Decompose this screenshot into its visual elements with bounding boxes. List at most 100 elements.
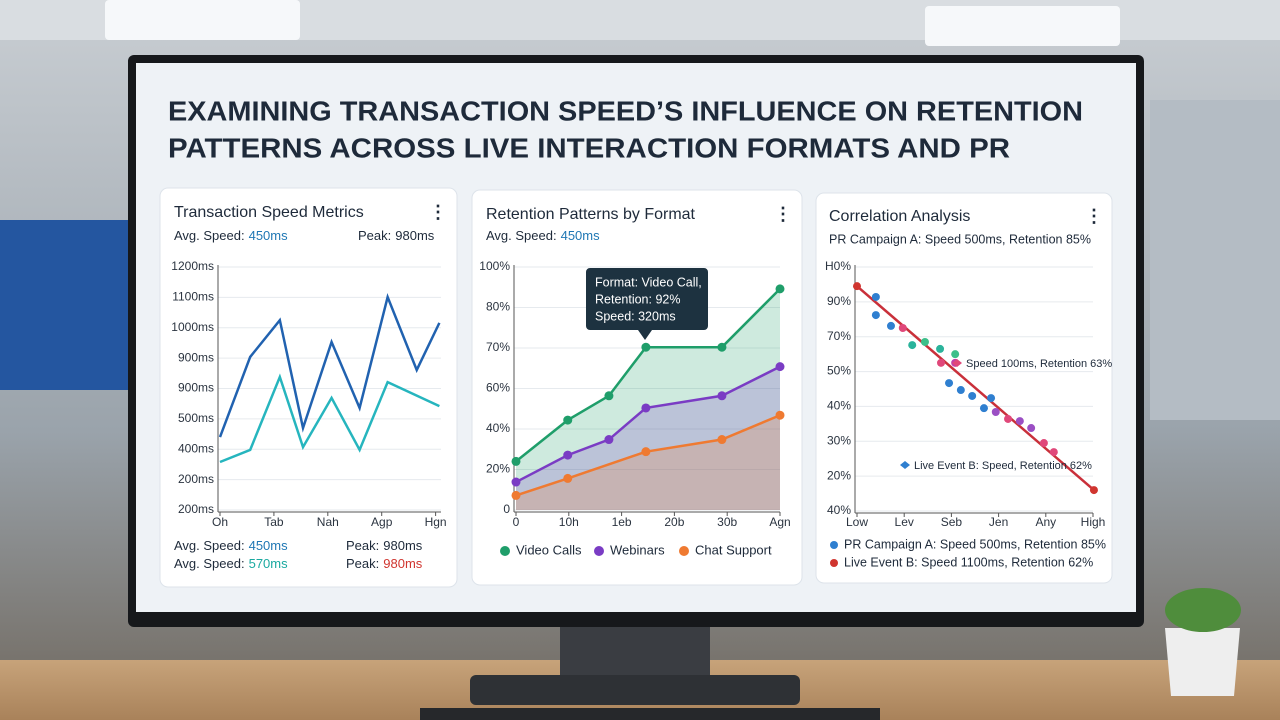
ceiling-light [105, 0, 300, 40]
legend-label: Chat Support [695, 542, 772, 557]
more-menu[interactable]: ⋮ [429, 202, 447, 222]
stat-value: 980ms [383, 556, 423, 571]
legend-dot [594, 546, 604, 556]
stat-label: Avg. Speed: [174, 538, 245, 553]
area-fill [516, 288, 780, 510]
data-point [775, 284, 785, 294]
data-point [1004, 414, 1013, 423]
data-point [945, 379, 954, 388]
stat-value: 980ms [383, 538, 423, 553]
annotation: Live Event B: Speed, Retention 62% [914, 460, 1092, 472]
series-line [219, 373, 440, 464]
more-menu[interactable]: ⋮ [774, 204, 792, 224]
stat-value: 980ms [395, 228, 435, 243]
legend-label: Video Calls [516, 542, 582, 557]
data-point [898, 324, 907, 332]
data-point [908, 341, 917, 350]
data-point [853, 282, 861, 291]
area-fill [516, 415, 780, 510]
stat-label: Avg. Speed: [486, 228, 557, 243]
x-tick-label: 0 [513, 515, 520, 529]
keyboard [420, 708, 880, 720]
x-tick-label: Nah [317, 515, 339, 529]
x-tick-label: 1eb [612, 515, 632, 529]
x-tick-label: Any [1035, 515, 1056, 529]
y-label: 40% [827, 503, 851, 517]
data-point [511, 456, 521, 466]
trend-line [856, 285, 1095, 492]
monitor-stand [560, 625, 710, 680]
data-point [641, 403, 651, 413]
legend-label: Webinars [610, 542, 665, 557]
data-point [717, 435, 727, 445]
x-tick-label: Agn [769, 515, 790, 529]
legend-dot [830, 541, 838, 549]
stat-label: Avg. Speed: [174, 556, 245, 571]
y-label: 20% [827, 468, 851, 482]
stat-value: 450ms [561, 228, 601, 243]
stat-value: 450ms [249, 228, 289, 243]
y-label: 100% [479, 259, 510, 273]
y-label: 500ms [178, 411, 214, 425]
card [159, 187, 458, 588]
x-tick-label: 20b [664, 515, 684, 529]
series-line [515, 287, 781, 463]
x-tick-label: Jen [989, 515, 1008, 529]
data-point [871, 311, 880, 320]
stat-value: 570ms [249, 556, 289, 571]
y-label: 900ms [178, 381, 214, 395]
data-point [775, 362, 785, 372]
x-tick-label: Seb [941, 515, 963, 529]
tooltip-text: Speed: 320ms [595, 309, 676, 323]
tooltip-text: Format: Video Call, [595, 275, 702, 289]
annotation-marker [900, 461, 910, 469]
y-label: 40% [827, 399, 851, 413]
x-tick-label: 10h [559, 515, 579, 529]
data-point [920, 337, 929, 346]
ceiling-light [925, 6, 1120, 46]
data-point [563, 415, 573, 425]
data-point [717, 391, 727, 401]
data-point [1049, 448, 1058, 457]
data-point [937, 358, 946, 367]
x-tick-label: High [1081, 515, 1106, 529]
x-tick-label: Hgn [425, 515, 447, 529]
chart-title: Transaction Speed Metrics [174, 204, 364, 221]
stat: Avg. Speed: 450ms [174, 228, 288, 243]
tooltip-text: Retention: 92% [595, 292, 680, 306]
plant-pot [1165, 628, 1240, 696]
data-point [604, 435, 614, 445]
annotation-marker [952, 359, 962, 367]
x-tick-label: Agp [371, 515, 393, 529]
data-point [641, 447, 651, 457]
stat: Avg. Speed: 570ms [174, 556, 288, 571]
annotation: Speed 100ms, Retention 63% [966, 358, 1112, 370]
x-tick-label: Lev [895, 515, 914, 529]
data-point [717, 342, 727, 352]
y-label: 1200ms [171, 259, 214, 273]
data-point [951, 350, 960, 359]
chart-title: Correlation Analysis [829, 208, 970, 225]
y-label: 70% [486, 340, 510, 354]
y-label: 90% [827, 294, 851, 308]
stat-value: 450ms [249, 538, 289, 553]
data-point [979, 404, 988, 413]
data-point [563, 450, 573, 460]
legend-dot [500, 546, 510, 556]
stat-label: Avg. Speed: [174, 228, 245, 243]
data-point [956, 386, 965, 395]
legend-label: Live Event B: Speed 1100ms, Retention 62… [844, 555, 1093, 569]
x-tick-label: Tab [264, 515, 284, 529]
y-label: H0% [825, 259, 851, 273]
stat: Peak: 980ms [346, 538, 423, 553]
data-point [991, 408, 1000, 417]
more-menu[interactable]: ⋮ [1085, 206, 1103, 226]
legend-dot [830, 559, 838, 567]
x-tick-label: Oh [212, 515, 228, 529]
chart-title: Retention Patterns by Format [486, 206, 696, 223]
wall-screen [0, 220, 128, 390]
x-tick-label: 30b [717, 515, 737, 529]
data-point [886, 321, 895, 330]
data-point [871, 292, 880, 301]
